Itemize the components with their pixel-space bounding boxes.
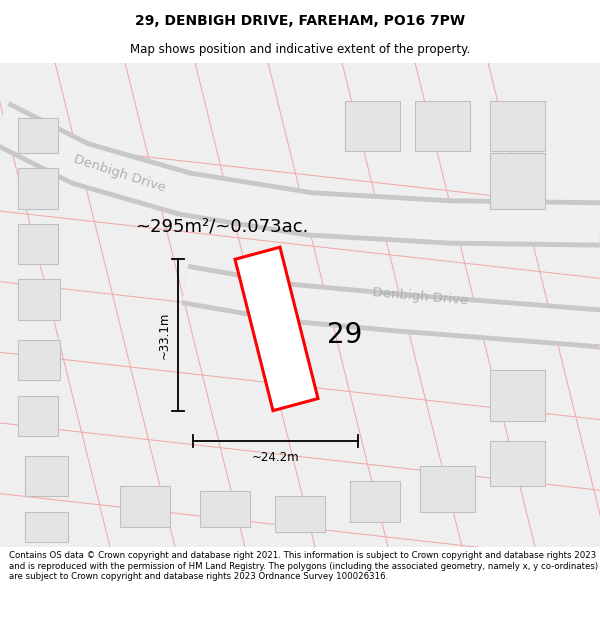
Polygon shape [0,62,600,547]
Polygon shape [490,370,545,421]
Polygon shape [200,491,250,527]
Text: Contains OS data © Crown copyright and database right 2021. This information is : Contains OS data © Crown copyright and d… [9,551,598,581]
Text: ~33.1m: ~33.1m [157,311,170,359]
Polygon shape [18,224,58,264]
Polygon shape [18,279,60,320]
Polygon shape [18,396,58,436]
Polygon shape [420,466,475,511]
Polygon shape [120,486,170,527]
Polygon shape [235,247,318,411]
Polygon shape [490,153,545,209]
Polygon shape [18,340,60,381]
Text: Denbigh Drive: Denbigh Drive [73,152,167,194]
Polygon shape [490,441,545,486]
Polygon shape [350,481,400,522]
Text: ~24.2m: ~24.2m [251,451,299,464]
Text: 29: 29 [328,321,362,349]
Text: 29, DENBIGH DRIVE, FAREHAM, PO16 7PW: 29, DENBIGH DRIVE, FAREHAM, PO16 7PW [135,14,465,28]
Polygon shape [415,101,470,151]
Text: Map shows position and indicative extent of the property.: Map shows position and indicative extent… [130,44,470,56]
Polygon shape [18,169,58,209]
Polygon shape [18,118,58,153]
Polygon shape [25,511,68,542]
Polygon shape [490,101,545,151]
Polygon shape [275,496,325,532]
Text: ~295m²/~0.073ac.: ~295m²/~0.073ac. [135,218,308,236]
Polygon shape [25,456,68,496]
Polygon shape [345,101,400,151]
Text: Denbigh Drive: Denbigh Drive [371,286,469,308]
